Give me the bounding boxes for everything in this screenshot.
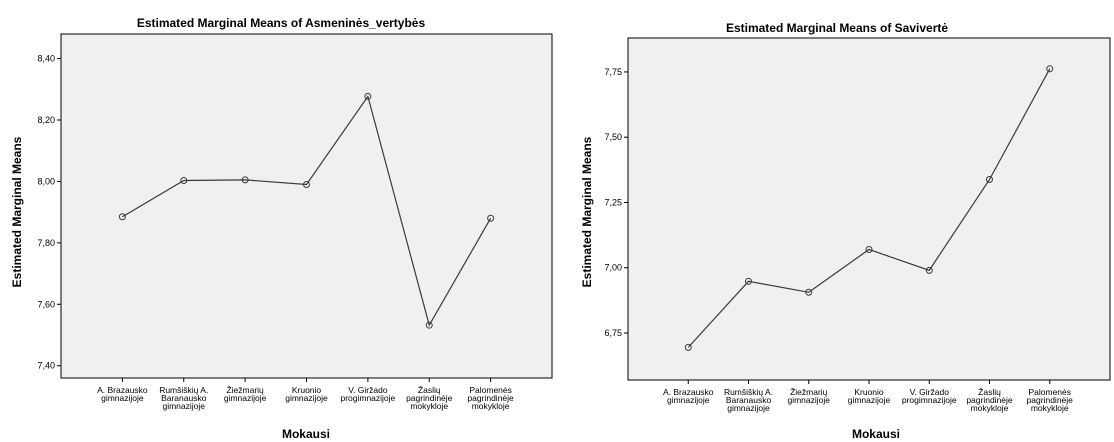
chart-title: Estimated Marginal Means of Asmeninės_ve… — [137, 16, 426, 30]
data-point — [425, 321, 433, 329]
x-tick-label: Žaslių pagrindinėje mokykloje — [966, 387, 1013, 413]
x-tick-label: Žaslių pagrindinėje mokykloje — [406, 385, 453, 411]
x-tick-label: Žiežmarių gimnazijoje — [224, 385, 267, 403]
series-line — [122, 94, 492, 327]
data-point — [1046, 65, 1054, 73]
data-point — [865, 245, 873, 253]
data-point — [303, 181, 310, 188]
y-tick-label: 8,40 — [37, 54, 55, 64]
data-point — [986, 175, 993, 183]
data-point — [805, 288, 813, 296]
x-tick-label: Rumšiškių A. Baranausko gimnazijoje — [159, 385, 208, 411]
y-tick-label: 7,60 — [37, 299, 55, 309]
y-axis-title: Estimated Marginal Means — [10, 136, 24, 287]
data-point — [925, 266, 933, 274]
chart-saviverte: Estimated Marginal Means of Savivertė Es… — [580, 21, 1111, 441]
y-tick-label: 7,00 — [604, 263, 622, 273]
y-axis-title: Estimated Marginal Means — [580, 136, 594, 287]
chart-asmenines-vertybes: Estimated Marginal Means of Asmeninės_ve… — [10, 16, 553, 441]
x-tick-label: V. Giržado progimnazijoje — [340, 385, 395, 403]
x-tick-label: Kruonio gimnazijoje — [848, 387, 891, 405]
x-tick-label: V. Giržado progimnazijoje — [902, 387, 957, 405]
x-tick-label: Palomenės pagrindinėje mokykloje — [1027, 387, 1074, 413]
data-point — [180, 177, 188, 185]
data-point — [745, 277, 752, 285]
data-point — [684, 343, 692, 351]
y-tick-label: 8,00 — [37, 176, 55, 186]
data-point — [241, 176, 249, 184]
plot-area — [627, 37, 1111, 381]
x-tick-label: Žiežmarių gimnazijoje — [787, 387, 830, 405]
plot-area — [60, 33, 553, 379]
x-tick-label: Kruonio gimnazijoje — [285, 385, 328, 403]
y-tick-label: 6,75 — [604, 328, 622, 338]
data-point — [364, 92, 372, 100]
y-tick-label: 7,80 — [37, 238, 55, 248]
data-point — [487, 214, 495, 222]
x-tick-label: A. Brazausko gimnazijoje — [663, 387, 714, 405]
y-tick-label: 7,50 — [604, 132, 622, 142]
x-tick-label: A. Brazausko gimnazijoje — [97, 385, 148, 403]
chart-title: Estimated Marginal Means of Savivertė — [726, 21, 948, 35]
y-tick-label: 7,75 — [604, 67, 622, 77]
series-line — [687, 68, 1051, 348]
data-point — [118, 213, 126, 221]
x-tick-label: Palomenės pagrindinėje mokykloje — [467, 385, 514, 411]
y-tick-label: 7,40 — [37, 361, 55, 371]
x-axis-title: Mokausi — [282, 427, 330, 441]
x-tick-label: Rumšiškių A. Baranausko gimnazijoje — [724, 387, 773, 413]
y-tick-label: 8,20 — [37, 115, 55, 125]
x-axis-title: Mokausi — [852, 427, 900, 441]
y-tick-label: 7,25 — [604, 197, 622, 207]
